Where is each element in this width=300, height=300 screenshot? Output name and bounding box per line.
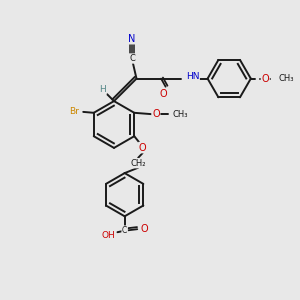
Text: O: O: [160, 89, 167, 99]
Text: O: O: [139, 142, 146, 153]
Text: Br: Br: [69, 107, 79, 116]
Text: C: C: [129, 54, 135, 63]
Text: O: O: [261, 74, 269, 84]
Text: CH₂: CH₂: [130, 159, 146, 168]
Text: O: O: [152, 109, 160, 119]
Text: N: N: [128, 34, 136, 44]
Text: O: O: [140, 224, 148, 234]
Text: CH₃: CH₃: [172, 110, 188, 119]
Text: CH₃: CH₃: [278, 74, 294, 83]
Text: HN: HN: [186, 72, 199, 81]
Text: H: H: [99, 85, 106, 94]
Text: OH: OH: [102, 231, 115, 240]
Text: C: C: [122, 226, 127, 235]
